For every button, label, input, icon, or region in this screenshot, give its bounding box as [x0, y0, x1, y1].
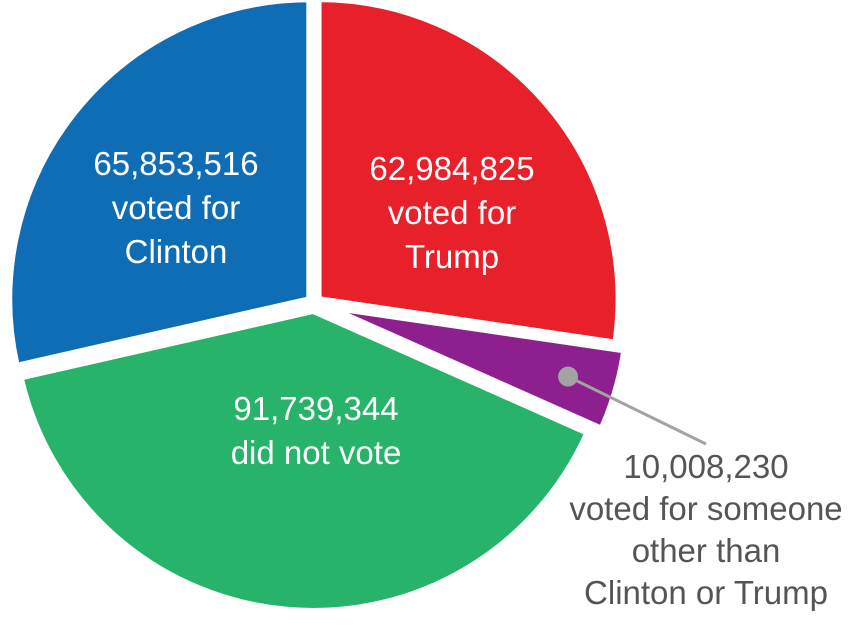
- slice-label-line: did not vote: [231, 434, 402, 471]
- slice-label-line: 10,008,230: [623, 448, 788, 485]
- slice-label-line: 65,853,516: [93, 145, 258, 182]
- pie-slice-0: [315, 0, 622, 346]
- pie-slice-1: [326, 303, 628, 433]
- slice-label-line: voted for: [112, 189, 240, 226]
- slice-label-line: voted for someone: [569, 490, 842, 527]
- slice-label-2: 91,739,344 did not vote: [231, 390, 402, 471]
- slice-label-line: other than: [632, 532, 781, 569]
- leader-dot: [558, 366, 579, 387]
- slice-label-line: 91,739,344: [233, 390, 398, 427]
- pie-slice-2: [17, 307, 592, 614]
- slice-label-3: 65,853,516 voted for Clinton: [93, 145, 258, 270]
- pie-slice-3: [6, 0, 313, 370]
- leader-line: [567, 375, 707, 446]
- slice-label-line: Trump: [405, 238, 499, 275]
- slice-label-line: 62,984,825: [369, 150, 534, 187]
- slice-label-1: 10,008,230 voted for someone other than Cli…: [569, 448, 842, 611]
- slice-label-line: voted for: [388, 194, 516, 231]
- slice-label-line: Clinton: [125, 233, 228, 270]
- slice-label-0: 62,984,825 voted for Trump: [369, 150, 534, 275]
- slice-label-line: Clinton or Trump: [584, 574, 828, 611]
